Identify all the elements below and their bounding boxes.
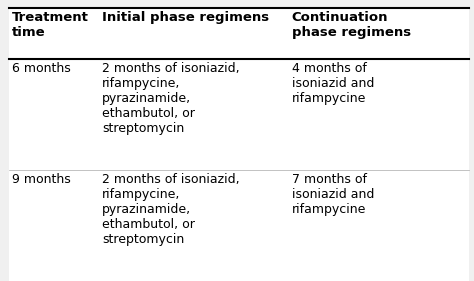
Text: Continuation
phase regimens: Continuation phase regimens [292,11,410,39]
Bar [9,170,469,281]
Bar [9,8,469,59]
Bar [9,59,469,170]
Text: Initial phase regimens: Initial phase regimens [102,11,269,24]
Text: 4 months of
isoniazid and
rifampycine: 4 months of isoniazid and rifampycine [292,62,374,105]
Text: 2 months of isoniazid,
rifampycine,
pyrazinamide,
ethambutol, or
streptomycin: 2 months of isoniazid, rifampycine, pyra… [102,173,239,246]
Text: Treatment
time: Treatment time [12,11,89,39]
Text: 9 months: 9 months [12,173,71,186]
Text: 6 months: 6 months [12,62,71,75]
Text: 7 months of
isoniazid and
rifampycine: 7 months of isoniazid and rifampycine [292,173,374,216]
Text: 2 months of isoniazid,
rifampycine,
pyrazinamide,
ethambutol, or
streptomycin: 2 months of isoniazid, rifampycine, pyra… [102,62,239,135]
